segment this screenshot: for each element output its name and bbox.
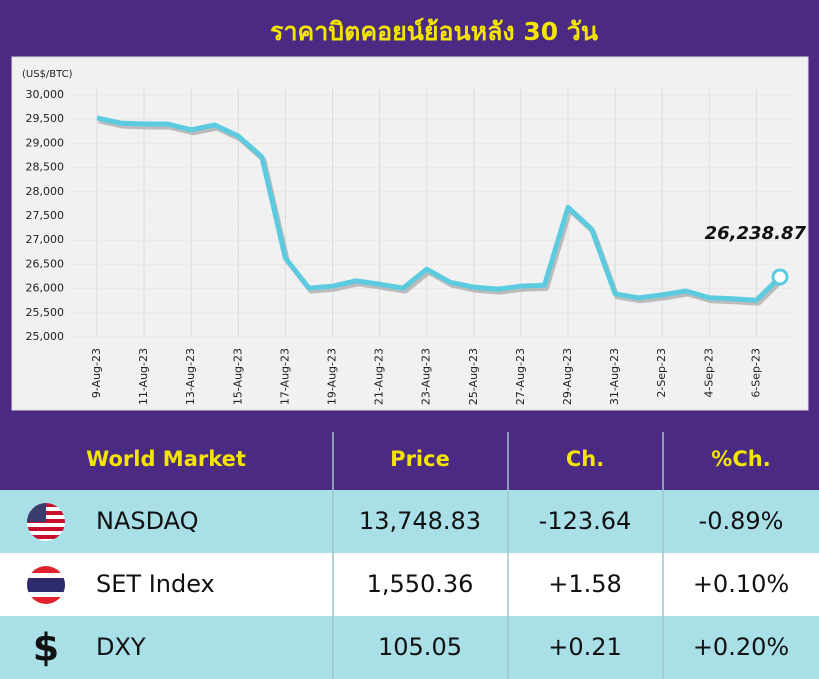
- x-tick-label: 13-Aug-23: [184, 348, 197, 405]
- cell: -0.89%: [699, 507, 784, 535]
- us-flag: [27, 503, 65, 541]
- header-cell: %Ch.: [711, 447, 770, 471]
- chart-panel: [11, 56, 809, 411]
- column-dividers: [332, 432, 664, 679]
- y-tick-label: 28,500: [26, 161, 65, 174]
- header-cell: World Market: [86, 447, 246, 471]
- cell: +0.21: [548, 633, 622, 661]
- x-tick-label: 6-Sep-23: [749, 348, 762, 398]
- y-tick-label: 26,500: [26, 257, 65, 270]
- y-tick-label: 25,500: [26, 306, 65, 319]
- header-cell: Price: [390, 447, 450, 471]
- x-tick-label: 17-Aug-23: [278, 348, 291, 405]
- x-tick-label: 2-Sep-23: [655, 348, 668, 398]
- cell: 105.05: [378, 633, 462, 661]
- y-tick-label: 29,500: [26, 112, 65, 125]
- cell: NASDAQ: [96, 507, 199, 535]
- x-tick-label: 29-Aug-23: [561, 348, 574, 405]
- cell: +1.58: [548, 570, 622, 598]
- cell: +0.20%: [693, 633, 789, 661]
- x-tick-label: 19-Aug-23: [326, 348, 339, 405]
- end-marker: [771, 268, 789, 286]
- x-tick-label: 11-Aug-23: [137, 348, 150, 405]
- x-tick-label: 9-Aug-23: [90, 348, 103, 398]
- cell: 13,748.83: [359, 507, 481, 535]
- x-tick-label: 27-Aug-23: [514, 348, 527, 405]
- line: [96, 115, 782, 303]
- cell: 1,550.36: [367, 570, 474, 598]
- y-tick-label: 30,000: [26, 88, 65, 101]
- y-tick-label: 25,000: [26, 330, 65, 343]
- x-tick-label: 4-Sep-23: [702, 348, 715, 398]
- table-row: [0, 490, 819, 553]
- cell: -123.64: [539, 507, 632, 535]
- y-tick-label: 28,000: [26, 185, 65, 198]
- x-tick-label: 25-Aug-23: [467, 348, 480, 405]
- thai-flag: [27, 566, 65, 604]
- header-cell: Ch.: [566, 447, 604, 471]
- y-tick-label: 26,000: [26, 282, 65, 295]
- y-tick-label: 29,000: [26, 136, 65, 149]
- chart-title: ราคาบิตคอยน์ย้อนหลัง 30 วัน: [270, 17, 598, 46]
- value-label: 26,238.87: [705, 223, 807, 244]
- x-tick-label: 31-Aug-23: [608, 348, 621, 405]
- table-row: [0, 616, 819, 679]
- x-tick-label: 23-Aug-23: [420, 348, 433, 405]
- table-row: [0, 553, 819, 616]
- cell: DXY: [96, 633, 146, 661]
- y-axis-label: (US$/BTC): [22, 69, 73, 80]
- x-tick-label: 21-Aug-23: [373, 348, 386, 405]
- row-icon: $: [33, 626, 59, 670]
- y-tick-label: 27,500: [26, 209, 65, 222]
- x-tick-label: 15-Aug-23: [231, 348, 244, 405]
- table-header: [0, 432, 819, 490]
- cell: SET Index: [96, 570, 215, 598]
- cell: +0.10%: [693, 570, 789, 598]
- y-tick-label: 27,000: [26, 233, 65, 246]
